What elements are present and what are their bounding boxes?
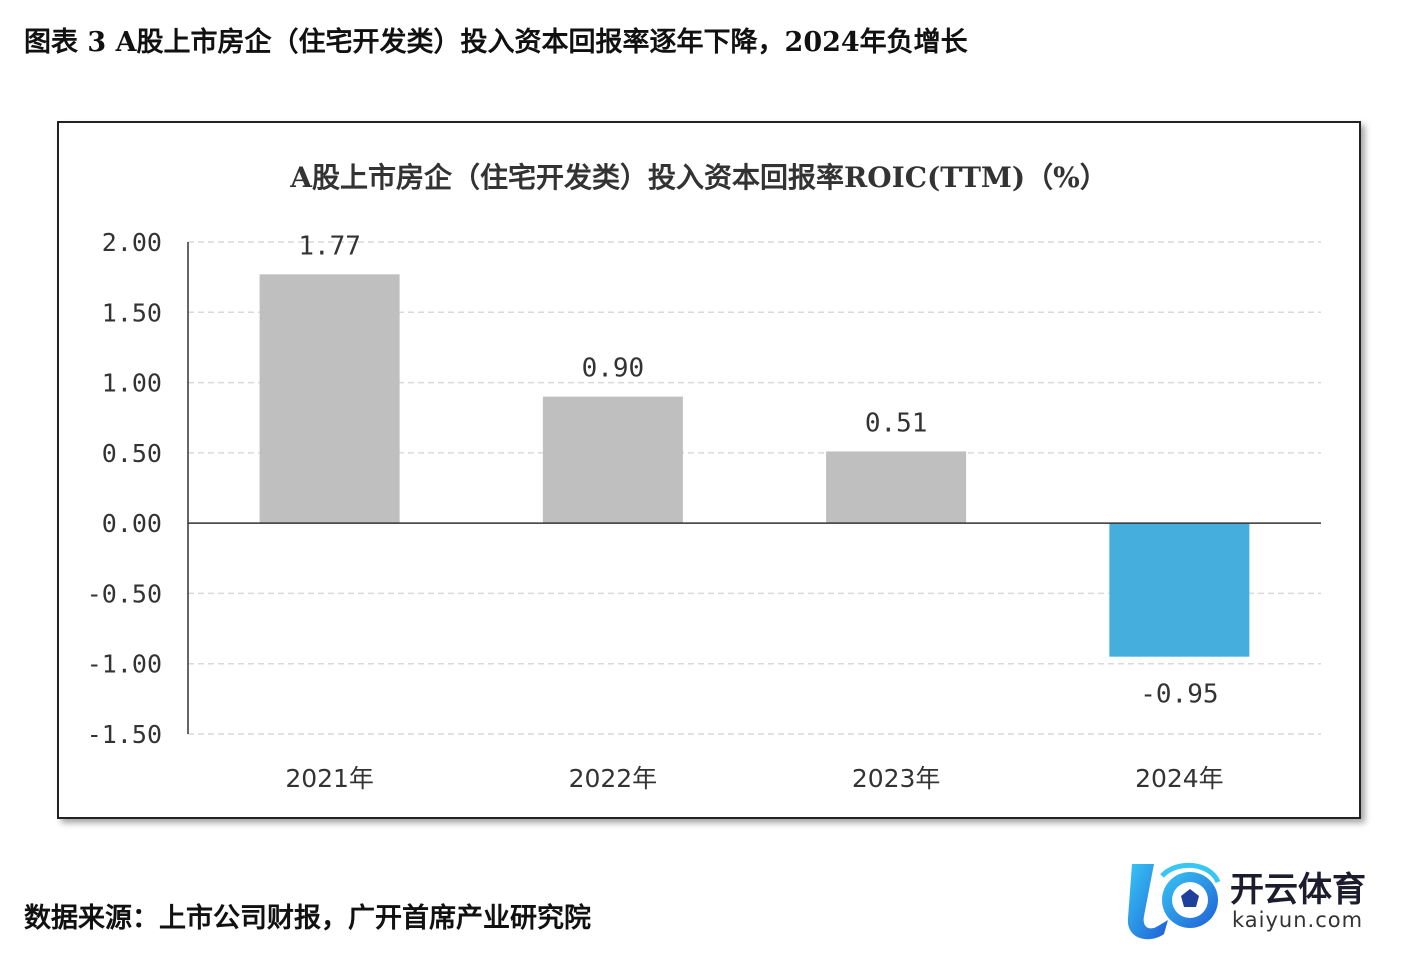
x-tick-label: 2024年 xyxy=(1135,764,1224,793)
data-label: 0.90 xyxy=(582,354,645,384)
x-tick-label: 2023年 xyxy=(852,764,941,793)
y-tick-label: 1.00 xyxy=(102,369,162,398)
watermark-url: kaiyun.com xyxy=(1232,908,1364,932)
bar-2021年 xyxy=(259,274,400,524)
y-tick-label: -0.50 xyxy=(87,579,162,608)
chart-title: A股上市房企（住宅开发类）投入资本回报率ROIC(TTM)（%） xyxy=(289,161,1108,194)
data-label: -0.95 xyxy=(1140,680,1218,710)
y-tick-label: 0.00 xyxy=(102,509,162,538)
source-note: 数据来源：上市公司财报，广开首席产业研究院 xyxy=(24,903,591,934)
watermark-brand: 开云体育 xyxy=(1230,870,1366,910)
y-tick-label: 0.50 xyxy=(102,439,162,468)
y-tick-label: 1.50 xyxy=(102,298,162,327)
labels: 2.00 1.50 1.00 0.50 0.00 -0.50 -1.00 -1.50 1.77 2… xyxy=(87,228,1224,793)
data-label: 1.77 xyxy=(298,231,361,261)
bar-2022年 xyxy=(542,396,683,524)
kaiyun-logo-icon xyxy=(1127,862,1221,940)
chart-frame: A股上市房企（住宅开发类）投入资本回报率ROIC(TTM)（%） 2.00 1.5… xyxy=(57,121,1361,819)
data-label: 0.51 xyxy=(865,408,928,438)
x-tick-label: 2022年 xyxy=(569,764,658,793)
x-tick-label: 2021年 xyxy=(285,764,374,793)
bar-2024年 xyxy=(1109,523,1250,657)
roic-bar-chart: A股上市房企（住宅开发类）投入资本回报率ROIC(TTM)（%） 2.00 1.5… xyxy=(87,161,1321,793)
figure-title: 图表 3 A股上市房企（住宅开发类）投入资本回报率逐年下降，2024年负增长 xyxy=(24,27,968,58)
y-tick-label: 2.00 xyxy=(102,228,162,257)
watermark-logo: 开云体育 kaiyun.com xyxy=(1118,856,1398,946)
y-tick-label: -1.00 xyxy=(87,650,162,679)
bars xyxy=(259,274,1250,657)
y-tick-label: -1.50 xyxy=(87,720,162,749)
bar-2023年 xyxy=(826,451,967,524)
axes xyxy=(187,242,1321,734)
